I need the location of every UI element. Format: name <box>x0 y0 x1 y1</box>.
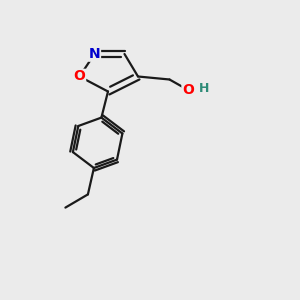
Text: N: N <box>89 47 100 61</box>
Text: H: H <box>199 82 209 95</box>
Text: O: O <box>182 83 194 97</box>
Text: O: O <box>74 70 86 83</box>
